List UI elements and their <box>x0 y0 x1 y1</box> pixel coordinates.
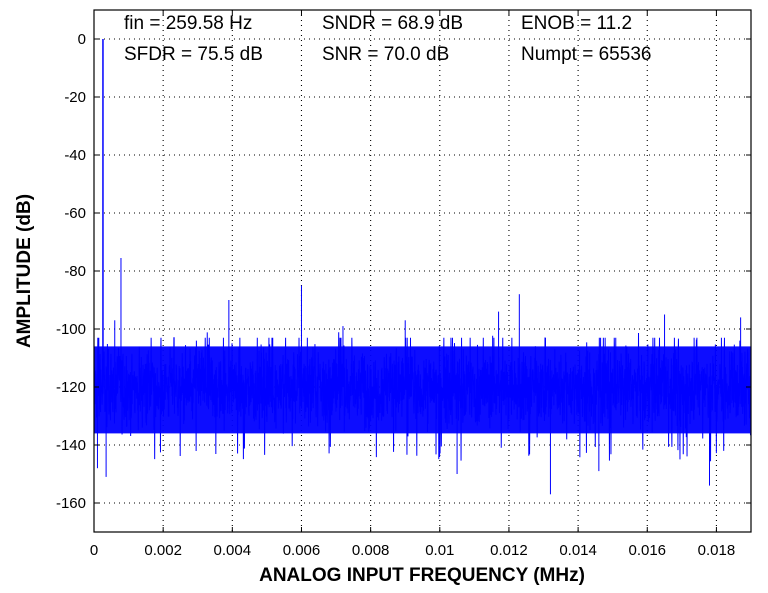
x-tick-label: 0 <box>90 542 98 559</box>
y-tick-label: -160 <box>56 495 86 512</box>
x-tick-label: 0.016 <box>628 542 666 559</box>
x-tick-label: 0.012 <box>490 542 528 559</box>
x-tick-label: 0.006 <box>283 542 321 559</box>
annotation-sndr: SNDR = 68.9 dB <box>322 13 463 34</box>
y-tick-label: -40 <box>64 147 86 164</box>
y-tick-label: -100 <box>56 321 86 338</box>
y-tick-label: -80 <box>64 263 86 280</box>
x-tick-label: 0.018 <box>698 542 736 559</box>
spectrum-series <box>93 39 752 495</box>
plot-background <box>94 10 751 532</box>
annotation-numpt: Numpt = 65536 <box>521 44 651 65</box>
x-tick-label: 0.002 <box>144 542 182 559</box>
x-tick-label: 0.004 <box>214 542 252 559</box>
annotation-fin: fin = 259.58 Hz <box>124 13 252 34</box>
y-tick-label: 0 <box>78 31 86 48</box>
x-tick-label: 0.01 <box>425 542 454 559</box>
annotation-sfdr: SFDR = 75.5 dB <box>124 44 263 65</box>
x-axis-label: ANALOG INPUT FREQUENCY (MHz) <box>259 565 585 586</box>
y-tick-label: -20 <box>64 89 86 106</box>
y-tick-label: -60 <box>64 205 86 222</box>
noise-floor-band <box>94 346 751 434</box>
x-tick-label: 0.008 <box>352 542 390 559</box>
x-tick-label: 0.014 <box>559 542 597 559</box>
annotation-snr: SNR = 70.0 dB <box>322 44 449 65</box>
y-tick-label: -140 <box>56 437 86 454</box>
y-axis-label: AMPLITUDE (dB) <box>14 194 35 348</box>
y-tick-label: -120 <box>56 379 86 396</box>
annotation-enob: ENOB = 11.2 <box>521 13 632 34</box>
axis-ticks: 0 0.002 0.004 0.006 0.008 0.01 0.012 0.014 0.016… <box>56 10 751 559</box>
